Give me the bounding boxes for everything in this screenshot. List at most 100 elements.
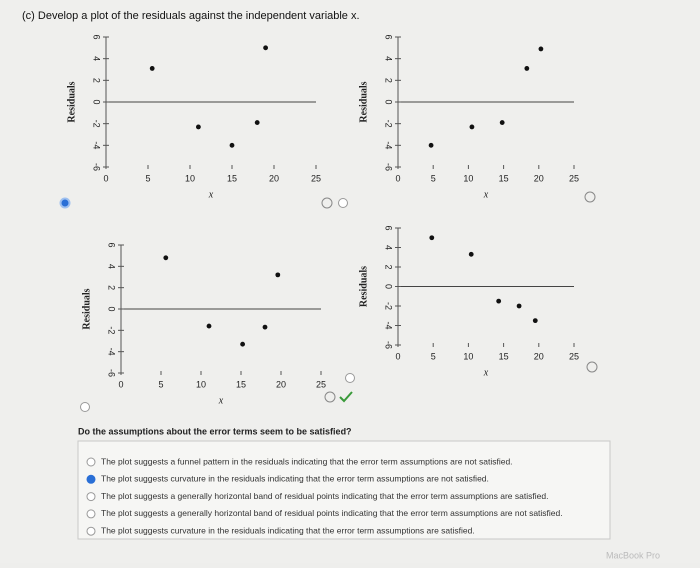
x-tick-label: 10 (196, 379, 206, 389)
option-text: The plot suggests a generally horizontal… (101, 491, 548, 501)
option-text: The plot suggests curvature in the resid… (101, 525, 475, 535)
x-tick-label: 15 (227, 173, 237, 183)
y-tick-label: -4 (384, 321, 394, 329)
point (275, 272, 281, 278)
info-icon (584, 191, 596, 203)
y-tick-label: -2 (384, 120, 394, 128)
x-tick-label: 10 (463, 351, 473, 361)
point (263, 45, 268, 51)
x-tick-label: 5 (158, 379, 163, 389)
y-tick-label: 6 (384, 34, 394, 39)
y-axis-label: Residuals (358, 81, 369, 122)
y-tick-label: 4 (92, 56, 102, 61)
option-text: The plot suggests curvature in the resid… (101, 474, 489, 484)
x-tick-label: 5 (431, 351, 436, 361)
info-icon (586, 361, 598, 373)
y-axis-label: Residuals (81, 288, 92, 329)
y-tick-label: -6 (107, 369, 117, 377)
x-tick-label: 0 (395, 351, 400, 361)
point (532, 318, 538, 324)
x-tick-label: 5 (145, 173, 150, 183)
info-icon (321, 197, 333, 209)
x-tick-label: 15 (236, 379, 246, 389)
y-tick-label: 2 (107, 285, 117, 290)
x-tick-label: 10 (185, 173, 195, 183)
point (516, 303, 522, 309)
check-mark (339, 391, 353, 403)
point (428, 142, 434, 148)
footer: MacBook Pro (606, 550, 660, 560)
x-tick-label: 25 (569, 173, 579, 183)
point (196, 124, 201, 130)
chart-radio[interactable] (59, 197, 71, 209)
y-tick-label: -2 (384, 302, 394, 310)
option-text: The plot suggests a funnel pattern in th… (101, 456, 513, 466)
option-text: The plot suggests a generally horizontal… (101, 508, 563, 518)
x-tick-label: 5 (431, 173, 436, 183)
x-tick-label: 0 (395, 173, 400, 183)
x-tick-label: 25 (569, 351, 579, 361)
y-tick-label: -4 (92, 141, 102, 149)
y-tick-label: 4 (384, 245, 394, 250)
point (206, 323, 212, 329)
option-radio[interactable] (86, 474, 96, 484)
point (254, 120, 260, 125)
y-tick-label: -6 (92, 163, 102, 171)
x-tick-label: 20 (534, 351, 544, 361)
x-tick-label: 0 (103, 173, 108, 183)
y-tick-label: 4 (384, 56, 394, 61)
question: Do the assumptions about the error terms… (78, 426, 352, 436)
option-radio[interactable] (86, 526, 96, 536)
y-tick-label: -2 (92, 120, 102, 128)
y-tick-label: 6 (92, 34, 102, 39)
x-tick-label: 15 (499, 351, 509, 361)
y-tick-label: 4 (107, 264, 117, 269)
option-radio[interactable] (86, 457, 96, 467)
y-tick-label: -4 (384, 141, 394, 149)
y-tick-label: 2 (384, 78, 394, 83)
x-axis-label: x (483, 367, 489, 378)
y-tick-label: 2 (384, 264, 394, 269)
y-tick-label: 0 (107, 306, 117, 311)
x-tick-label: 20 (269, 173, 279, 183)
chart-radio[interactable] (345, 373, 355, 383)
x-tick-label: 25 (311, 173, 321, 183)
point (524, 66, 530, 71)
y-tick-label: 0 (384, 99, 394, 104)
x-tick-label: 25 (316, 379, 326, 389)
x-axis-label: x (483, 189, 489, 200)
y-tick-label: 6 (107, 242, 117, 247)
x-tick-label: 0 (118, 379, 123, 389)
point (499, 120, 505, 125)
y-axis-label: Residuals (358, 266, 369, 307)
point (496, 298, 502, 304)
header: (c) Develop a plot of the residuals agai… (22, 10, 360, 22)
y-axis-label: Residuals (66, 81, 77, 122)
y-tick-label: -6 (384, 341, 394, 349)
chart-radio[interactable] (338, 198, 348, 208)
option-radio[interactable] (86, 492, 96, 502)
point (229, 142, 235, 148)
point (538, 46, 544, 52)
y-tick-label: 2 (92, 78, 102, 83)
chart-radio[interactable] (80, 402, 90, 412)
point (240, 341, 246, 347)
x-axis-label: x (208, 189, 214, 200)
y-tick-label: -4 (107, 348, 117, 356)
y-tick-label: -2 (107, 326, 117, 334)
point (262, 324, 268, 330)
y-tick-label: 6 (384, 225, 394, 230)
y-tick-label: 0 (92, 99, 102, 104)
info-icon (324, 391, 336, 403)
options-box (77, 440, 611, 540)
x-tick-label: 20 (276, 379, 286, 389)
point (468, 251, 474, 257)
x-tick-label: 15 (499, 173, 509, 183)
point (429, 235, 435, 241)
x-tick-label: 20 (534, 173, 544, 183)
point (469, 124, 475, 130)
point (163, 255, 169, 261)
option-radio[interactable] (86, 509, 96, 519)
x-tick-label: 10 (463, 173, 473, 183)
